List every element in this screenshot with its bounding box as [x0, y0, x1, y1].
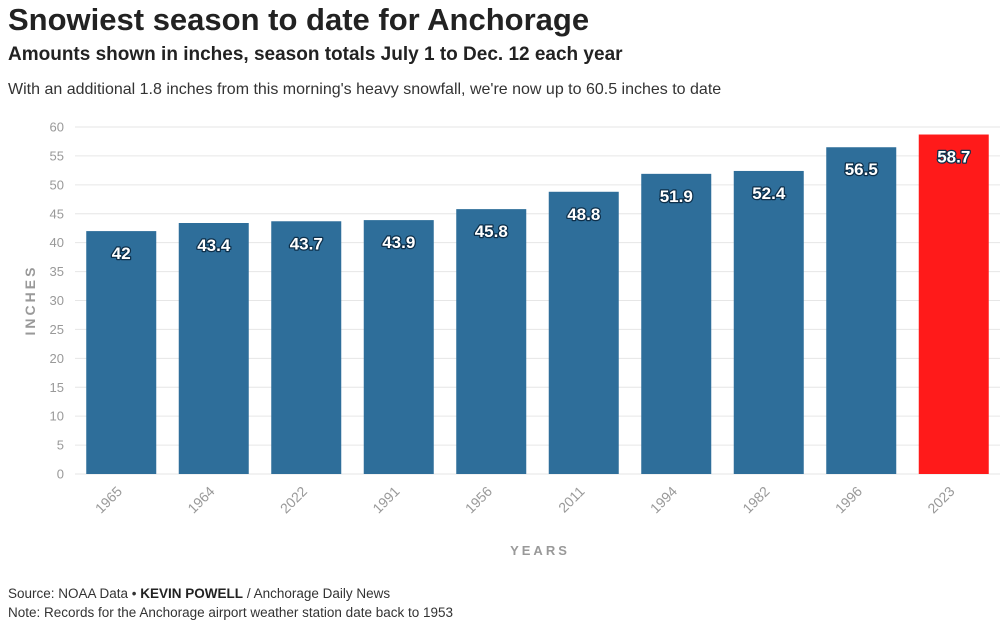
data-label: 43.7: [290, 234, 323, 253]
x-axis-label: YEARS: [510, 543, 570, 558]
bar-2011: [548, 191, 619, 475]
y-tick-label: 30: [50, 293, 64, 308]
bar-1996: [826, 147, 897, 474]
y-tick-label: 0: [57, 467, 64, 482]
bar-1994: [641, 173, 712, 474]
x-tick-label: 2011: [555, 483, 588, 516]
bar-1982: [733, 170, 804, 474]
x-tick-label: 1982: [739, 483, 772, 516]
y-tick-label: 45: [50, 206, 64, 221]
author-name: KEVIN POWELL: [140, 586, 244, 601]
y-axis-label: INCHES: [22, 265, 38, 336]
y-tick-label: 35: [50, 264, 64, 279]
x-tick-label: 1991: [369, 483, 402, 516]
y-tick-label: 50: [50, 177, 64, 192]
x-tick-label: 1965: [92, 483, 125, 516]
x-tick-label: 1994: [647, 483, 680, 516]
y-tick-label: 5: [57, 438, 64, 453]
data-label: 43.4: [197, 236, 231, 255]
y-tick-label: 20: [50, 351, 64, 366]
x-tick-label: 2023: [924, 483, 957, 516]
bar-2022: [271, 221, 342, 474]
chart-description: With an additional 1.8 inches from this …: [8, 81, 722, 98]
note-line: Note: Records for the Anchorage airport …: [8, 605, 454, 620]
data-label: 48.8: [567, 205, 600, 224]
data-label: 42: [112, 244, 131, 263]
chart-title: Snowiest season to date for Anchorage: [8, 2, 590, 37]
bar-1956: [456, 209, 527, 474]
y-tick-label: 40: [50, 235, 64, 250]
bar-1991: [363, 220, 434, 474]
y-tick-label: 55: [50, 148, 64, 163]
y-tick-label: 10: [50, 409, 64, 424]
x-tick-label: 1964: [184, 483, 217, 516]
x-tick-label: 1956: [462, 483, 495, 516]
bar-1965: [86, 231, 157, 474]
data-label: 45.8: [475, 222, 508, 241]
source-prefix: Source: NOAA Data •: [8, 586, 141, 601]
y-tick-label: 60: [50, 120, 64, 135]
bar-2023: [918, 134, 989, 475]
data-label: 52.4: [752, 184, 786, 203]
data-label: 51.9: [660, 187, 693, 206]
bar-1964: [178, 223, 249, 474]
chart-subtitle: Amounts shown in inches, season totals J…: [8, 44, 623, 65]
x-tick-label: 1996: [832, 483, 865, 516]
y-tick-label: 15: [50, 380, 64, 395]
bars: [86, 134, 989, 475]
data-label: 43.9: [382, 233, 415, 252]
source-line: Source: NOAA Data • KEVIN POWELL / Ancho…: [8, 586, 390, 601]
x-tick-label: 2022: [277, 483, 310, 516]
y-axis-ticks: 0 5 10 15 20 25 30 35 40 45 50 55 60: [50, 120, 64, 482]
y-tick-label: 25: [50, 322, 64, 337]
data-labels: 42 43.4 43.7 43.9 45.8 48.8 51.9 52.4 56.5 58.7: [111, 146, 972, 264]
data-label: 58.7: [937, 148, 970, 167]
x-axis-ticks: 1965 1964 2022 1991 1956 2011 1994 1982 1996 2023: [92, 483, 958, 516]
data-label: 56.5: [845, 160, 878, 179]
source-suffix: / Anchorage Daily News: [243, 586, 391, 601]
